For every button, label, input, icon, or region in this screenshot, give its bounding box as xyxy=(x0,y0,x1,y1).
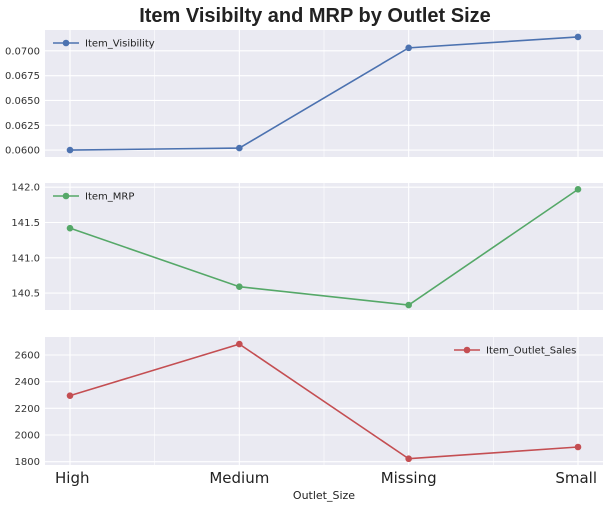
data-point xyxy=(405,44,412,52)
legend-marker xyxy=(463,346,471,354)
legend: Item_MRP xyxy=(53,192,134,203)
y-tick-label: 2600 xyxy=(15,351,40,362)
y-tick-label: 142.0 xyxy=(11,183,40,194)
subplot-3: 1800 2000 2200 2400 2600 Item_Outlet_Sales xyxy=(15,337,603,468)
y-tick-label: 2000 xyxy=(15,431,40,442)
legend: Item_Outlet_Sales xyxy=(454,346,576,357)
data-point xyxy=(574,33,582,41)
legend-marker xyxy=(62,192,70,200)
series-line-3 xyxy=(69,343,579,460)
y-tick-label: 140.5 xyxy=(11,289,40,300)
x-tick-label: High xyxy=(55,469,89,487)
y-tick-label: 0.0650 xyxy=(5,96,40,107)
y-tick-label: 1800 xyxy=(15,457,40,468)
data-point xyxy=(66,224,74,232)
x-axis-label: Outlet_Size xyxy=(293,489,355,502)
y-tick-label: 2400 xyxy=(15,377,40,388)
data-point xyxy=(574,443,582,451)
chart-title: Item Visibilty and MRP by Outlet Size xyxy=(139,5,491,27)
legend-label: Item_Outlet_Sales xyxy=(486,346,576,357)
y-tick-label: 0.0675 xyxy=(5,71,40,82)
y-tick-label: 0.0600 xyxy=(5,146,40,157)
y-tick-label: 0.0625 xyxy=(5,121,40,132)
series-line-1 xyxy=(69,36,579,151)
y-tick-label: 0.0700 xyxy=(5,46,40,57)
data-point xyxy=(236,144,243,152)
y-tick-label: 2200 xyxy=(15,404,40,415)
data-point xyxy=(574,186,582,193)
data-point xyxy=(405,455,412,463)
data-point xyxy=(236,340,243,348)
data-point xyxy=(66,146,74,154)
subplot-2: 140.5 141.0 141.5 142.0 Item_MRP xyxy=(11,183,603,310)
y-tick-label: 141.5 xyxy=(11,218,40,229)
x-tick-label: Medium xyxy=(209,469,269,487)
legend: Item_Visibility xyxy=(53,39,155,50)
data-point xyxy=(66,392,74,399)
legend-marker xyxy=(62,39,70,47)
legend-label: Item_Visibility xyxy=(85,39,155,50)
x-tick-label: Small xyxy=(555,469,597,487)
x-tick-label: Missing xyxy=(381,469,437,487)
legend-label: Item_MRP xyxy=(85,192,134,203)
subplot-1: 0.0600 0.0625 0.0650 0.0675 0.0700 Item_Visib… xyxy=(5,30,603,157)
series-line-2 xyxy=(69,188,579,306)
y-tick-label: 141.0 xyxy=(11,253,40,264)
data-point xyxy=(236,283,243,291)
data-point xyxy=(405,301,412,309)
